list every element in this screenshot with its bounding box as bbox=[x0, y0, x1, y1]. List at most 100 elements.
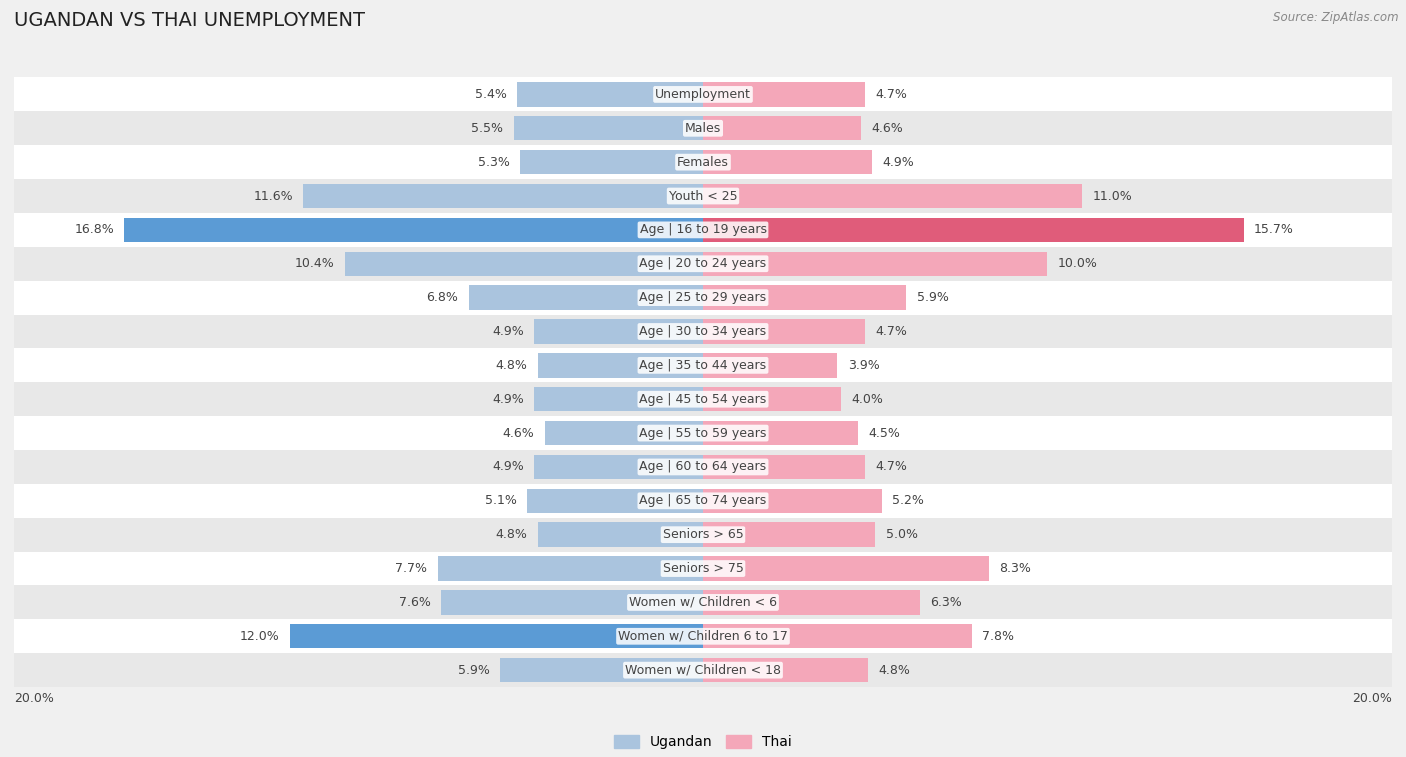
Bar bbox=[14, 585, 1392, 619]
Text: Age | 65 to 74 years: Age | 65 to 74 years bbox=[640, 494, 766, 507]
Text: 11.6%: 11.6% bbox=[253, 189, 292, 203]
Bar bbox=[703, 319, 865, 344]
Text: Seniors > 65: Seniors > 65 bbox=[662, 528, 744, 541]
Text: 4.8%: 4.8% bbox=[879, 664, 911, 677]
Text: 5.9%: 5.9% bbox=[457, 664, 489, 677]
Text: 8.3%: 8.3% bbox=[1000, 562, 1031, 575]
Bar bbox=[544, 421, 703, 445]
Bar bbox=[537, 522, 703, 547]
Bar bbox=[14, 213, 1392, 247]
Bar bbox=[14, 484, 1392, 518]
Bar bbox=[441, 590, 703, 615]
Text: Youth < 25: Youth < 25 bbox=[669, 189, 737, 203]
Text: 5.9%: 5.9% bbox=[917, 291, 949, 304]
Bar bbox=[517, 83, 703, 107]
Bar bbox=[520, 150, 703, 174]
Text: 5.3%: 5.3% bbox=[478, 156, 510, 169]
Bar bbox=[14, 179, 1392, 213]
Text: 15.7%: 15.7% bbox=[1254, 223, 1294, 236]
Bar bbox=[703, 624, 972, 649]
Text: 16.8%: 16.8% bbox=[75, 223, 114, 236]
Bar bbox=[703, 522, 875, 547]
Bar bbox=[14, 653, 1392, 687]
Bar bbox=[703, 387, 841, 411]
Bar bbox=[703, 658, 869, 682]
Text: 11.0%: 11.0% bbox=[1092, 189, 1132, 203]
Legend: Ugandan, Thai: Ugandan, Thai bbox=[609, 730, 797, 755]
Bar bbox=[14, 315, 1392, 348]
Bar bbox=[527, 488, 703, 513]
Text: 6.3%: 6.3% bbox=[931, 596, 962, 609]
Bar bbox=[14, 619, 1392, 653]
Text: Women w/ Children < 6: Women w/ Children < 6 bbox=[628, 596, 778, 609]
Text: Females: Females bbox=[678, 156, 728, 169]
Text: 4.7%: 4.7% bbox=[875, 460, 907, 473]
Text: Women w/ Children < 18: Women w/ Children < 18 bbox=[626, 664, 780, 677]
Bar bbox=[703, 590, 920, 615]
Text: Age | 35 to 44 years: Age | 35 to 44 years bbox=[640, 359, 766, 372]
Text: 20.0%: 20.0% bbox=[14, 693, 53, 706]
Bar bbox=[437, 556, 703, 581]
Text: 4.8%: 4.8% bbox=[495, 528, 527, 541]
Text: 3.9%: 3.9% bbox=[848, 359, 879, 372]
Bar bbox=[513, 116, 703, 141]
Text: 4.9%: 4.9% bbox=[882, 156, 914, 169]
Text: 10.4%: 10.4% bbox=[295, 257, 335, 270]
Text: 4.7%: 4.7% bbox=[875, 88, 907, 101]
Bar bbox=[537, 354, 703, 378]
Bar bbox=[703, 218, 1244, 242]
Text: 20.0%: 20.0% bbox=[1353, 693, 1392, 706]
Text: 4.9%: 4.9% bbox=[492, 393, 524, 406]
Text: Age | 60 to 64 years: Age | 60 to 64 years bbox=[640, 460, 766, 473]
Text: UGANDAN VS THAI UNEMPLOYMENT: UGANDAN VS THAI UNEMPLOYMENT bbox=[14, 11, 366, 30]
Bar bbox=[14, 111, 1392, 145]
Text: 4.8%: 4.8% bbox=[495, 359, 527, 372]
Bar bbox=[703, 150, 872, 174]
Text: 4.9%: 4.9% bbox=[492, 325, 524, 338]
Bar bbox=[703, 488, 882, 513]
Bar bbox=[703, 421, 858, 445]
Text: 7.6%: 7.6% bbox=[399, 596, 430, 609]
Text: Males: Males bbox=[685, 122, 721, 135]
Bar bbox=[703, 556, 988, 581]
Bar bbox=[14, 247, 1392, 281]
Bar bbox=[14, 382, 1392, 416]
Bar bbox=[703, 354, 838, 378]
Bar bbox=[124, 218, 703, 242]
Text: Age | 30 to 34 years: Age | 30 to 34 years bbox=[640, 325, 766, 338]
Text: 4.9%: 4.9% bbox=[492, 460, 524, 473]
Bar bbox=[703, 83, 865, 107]
Text: 7.8%: 7.8% bbox=[981, 630, 1014, 643]
Text: Age | 55 to 59 years: Age | 55 to 59 years bbox=[640, 427, 766, 440]
Bar bbox=[703, 116, 862, 141]
Text: 5.2%: 5.2% bbox=[893, 494, 924, 507]
Bar bbox=[703, 184, 1083, 208]
Bar bbox=[534, 455, 703, 479]
Text: 5.5%: 5.5% bbox=[471, 122, 503, 135]
Text: Unemployment: Unemployment bbox=[655, 88, 751, 101]
Bar bbox=[534, 387, 703, 411]
Bar bbox=[468, 285, 703, 310]
Text: Age | 16 to 19 years: Age | 16 to 19 years bbox=[640, 223, 766, 236]
Bar bbox=[14, 552, 1392, 585]
Bar bbox=[703, 285, 907, 310]
Text: 5.1%: 5.1% bbox=[485, 494, 517, 507]
Text: Age | 20 to 24 years: Age | 20 to 24 years bbox=[640, 257, 766, 270]
Bar bbox=[703, 251, 1047, 276]
Bar bbox=[14, 518, 1392, 552]
Text: 12.0%: 12.0% bbox=[239, 630, 280, 643]
Bar bbox=[14, 416, 1392, 450]
Text: Age | 45 to 54 years: Age | 45 to 54 years bbox=[640, 393, 766, 406]
Text: 4.6%: 4.6% bbox=[872, 122, 904, 135]
Bar bbox=[14, 281, 1392, 315]
Bar bbox=[14, 145, 1392, 179]
Text: Seniors > 75: Seniors > 75 bbox=[662, 562, 744, 575]
Text: 4.0%: 4.0% bbox=[851, 393, 883, 406]
Bar bbox=[534, 319, 703, 344]
Bar bbox=[304, 184, 703, 208]
Text: 10.0%: 10.0% bbox=[1057, 257, 1098, 270]
Text: 7.7%: 7.7% bbox=[395, 562, 427, 575]
Bar bbox=[499, 658, 703, 682]
Text: 4.5%: 4.5% bbox=[869, 427, 900, 440]
Text: Women w/ Children 6 to 17: Women w/ Children 6 to 17 bbox=[619, 630, 787, 643]
